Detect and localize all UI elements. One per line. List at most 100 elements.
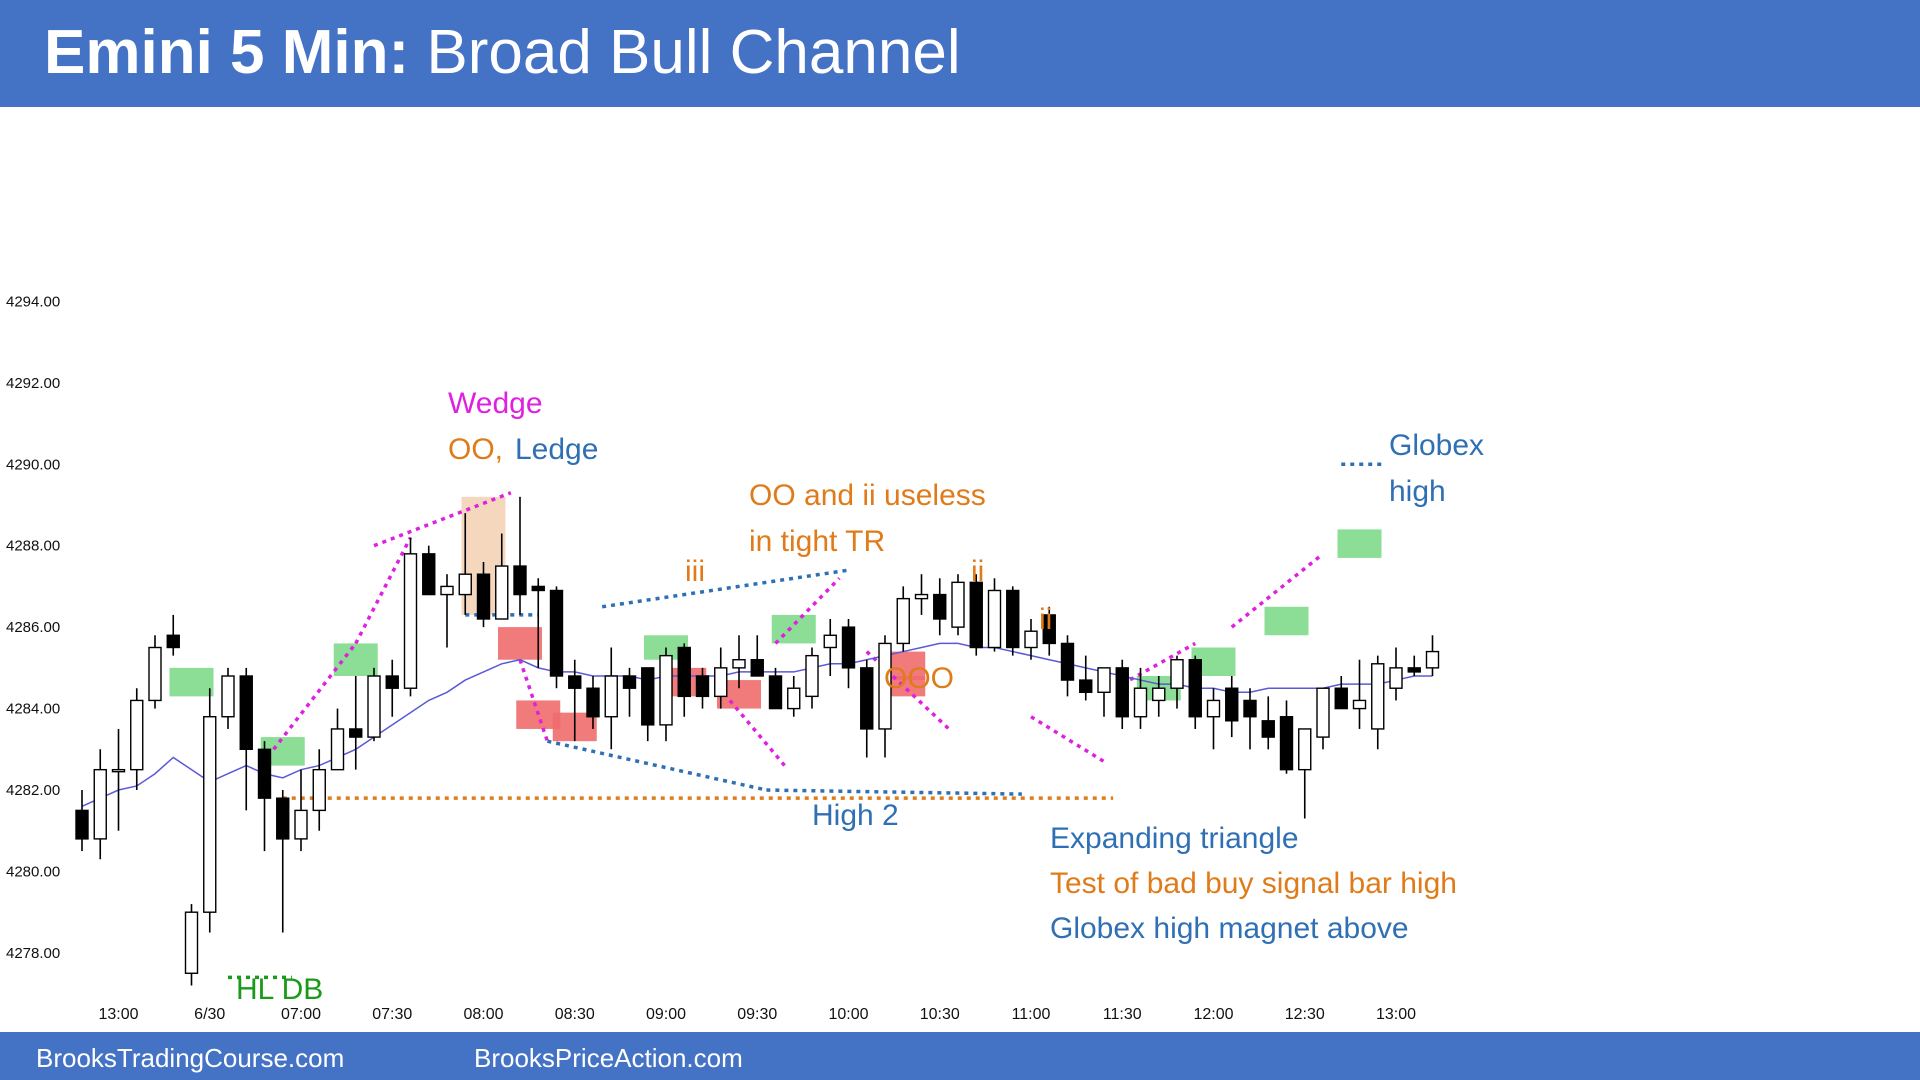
x-tick-label: 11:00	[1012, 1006, 1051, 1023]
bull-candle	[1298, 728, 1312, 771]
dotted-line	[1230, 552, 1325, 629]
dotted-line	[354, 536, 413, 645]
y-tick-label: 4280.00	[6, 863, 60, 880]
bear-candle	[385, 675, 399, 689]
dotted-line	[1030, 715, 1105, 764]
y-axis: 4278.00 4280.00 4282.00 4284.00 4286.00 4288.…	[6, 293, 60, 962]
bull-candle	[1389, 667, 1403, 689]
bull-candle	[714, 667, 728, 698]
footer-link-brooks-price-action[interactable]: BrooksPriceAction.com	[474, 1043, 743, 1073]
x-tick-label: 07:30	[372, 1006, 412, 1023]
bear-candle	[641, 667, 655, 726]
bull-candle	[1371, 663, 1385, 730]
bear-candle	[1115, 667, 1129, 718]
bear-candle	[257, 748, 272, 799]
annotation-text: OO and ii useless	[749, 479, 986, 512]
bull-candle	[805, 654, 819, 698]
signal-box-green	[771, 614, 816, 644]
annotation-text: in tight TR	[749, 525, 885, 558]
annotation-text: High 2	[812, 799, 899, 832]
dotted-line	[373, 491, 512, 548]
bull-candle	[312, 768, 326, 812]
bull-candle	[659, 654, 673, 726]
bear-candle	[677, 646, 691, 698]
y-tick-label: 4282.00	[6, 782, 60, 799]
title-bold: Emini 5 Min:	[44, 18, 410, 87]
bear-candle	[1188, 659, 1202, 718]
bull-candle	[203, 716, 217, 913]
dotted-line	[601, 568, 849, 609]
bull-candle	[111, 768, 126, 773]
bear-candle	[622, 675, 637, 689]
bear-candle	[422, 553, 436, 596]
annotation-text: Wedge	[448, 387, 543, 420]
signal-box-red	[881, 676, 926, 697]
bull-candle	[787, 687, 801, 710]
x-tick-label: 10:30	[920, 1006, 960, 1023]
bear-candle	[1042, 614, 1056, 645]
x-tick-label: 11:30	[1103, 1006, 1142, 1023]
bull-candle	[896, 597, 910, 645]
bear-candle	[349, 728, 363, 738]
bear-candle	[166, 634, 180, 649]
title-rest: Broad Bull Channel	[409, 18, 961, 87]
annotation-text: iii	[685, 555, 705, 588]
bull-candle	[914, 593, 929, 600]
bear-candle	[1261, 720, 1275, 738]
y-tick-label: 4278.00	[6, 945, 60, 962]
bear-candle	[75, 809, 89, 840]
bull-candle	[987, 589, 1002, 649]
signal-box-red	[498, 627, 542, 660]
bear-candle	[1279, 716, 1294, 771]
bull-candle	[878, 642, 892, 730]
bull-candle	[1316, 687, 1330, 738]
bull-candle	[1170, 659, 1184, 689]
footer-bar	[0, 1032, 1920, 1080]
dotted-line	[546, 739, 767, 792]
bull-candle	[1133, 687, 1148, 718]
bull-candle	[604, 675, 618, 718]
bull-candle	[184, 911, 199, 974]
bull-candle	[823, 634, 837, 649]
bull-candle	[1206, 699, 1221, 718]
bull-candle	[951, 581, 965, 628]
dotted-line	[272, 642, 358, 751]
bull-candle	[1352, 699, 1367, 710]
bull-candle	[732, 659, 746, 669]
annotation-text: Globex	[1389, 429, 1484, 462]
x-tick-label: 09:00	[646, 1006, 686, 1023]
bull-candle	[294, 809, 308, 840]
annotation-text: ii	[971, 555, 984, 588]
y-tick-label: 4288.00	[6, 538, 60, 555]
x-tick-label: 07:00	[281, 1006, 321, 1023]
bear-candle	[1334, 687, 1348, 710]
y-tick-label: 4290.00	[6, 456, 60, 473]
dotted-line	[728, 699, 786, 767]
bull-candle	[440, 585, 454, 596]
x-tick-label: 12:00	[1193, 1006, 1233, 1023]
bear-candle	[586, 687, 600, 718]
annotation-text: Test of bad buy signal bar high	[1050, 867, 1457, 900]
bear-candle	[476, 573, 491, 620]
x-tick-label: 6/30	[194, 1006, 225, 1023]
x-tick-label: 13:00	[98, 1006, 138, 1023]
bear-candle	[695, 675, 710, 698]
bear-candle	[969, 581, 983, 649]
bull-candle	[1152, 687, 1166, 702]
bear-candle	[1243, 699, 1257, 718]
signal-box-green	[169, 667, 214, 697]
bull-candle	[148, 646, 162, 702]
signal-box-green	[333, 643, 378, 677]
candlestick-chart: 4278.00 4280.00 4282.00 4284.00 4286.00 4288.…	[6, 293, 1484, 1023]
bear-candle	[933, 593, 947, 620]
annotation-text: Ledge	[515, 433, 598, 466]
bear-candle	[860, 667, 874, 730]
bull-candle	[367, 675, 381, 738]
x-tick-label: 12:30	[1285, 1006, 1325, 1023]
footer-link-brooks-trading-course[interactable]: BrooksTradingCourse.com	[36, 1043, 345, 1073]
dotted-line	[766, 788, 1022, 796]
signal-box-green	[1337, 529, 1382, 558]
x-tick-label: 13:00	[1376, 1006, 1416, 1023]
x-tick-label: 10:00	[828, 1006, 868, 1023]
bear-candle	[768, 675, 783, 710]
